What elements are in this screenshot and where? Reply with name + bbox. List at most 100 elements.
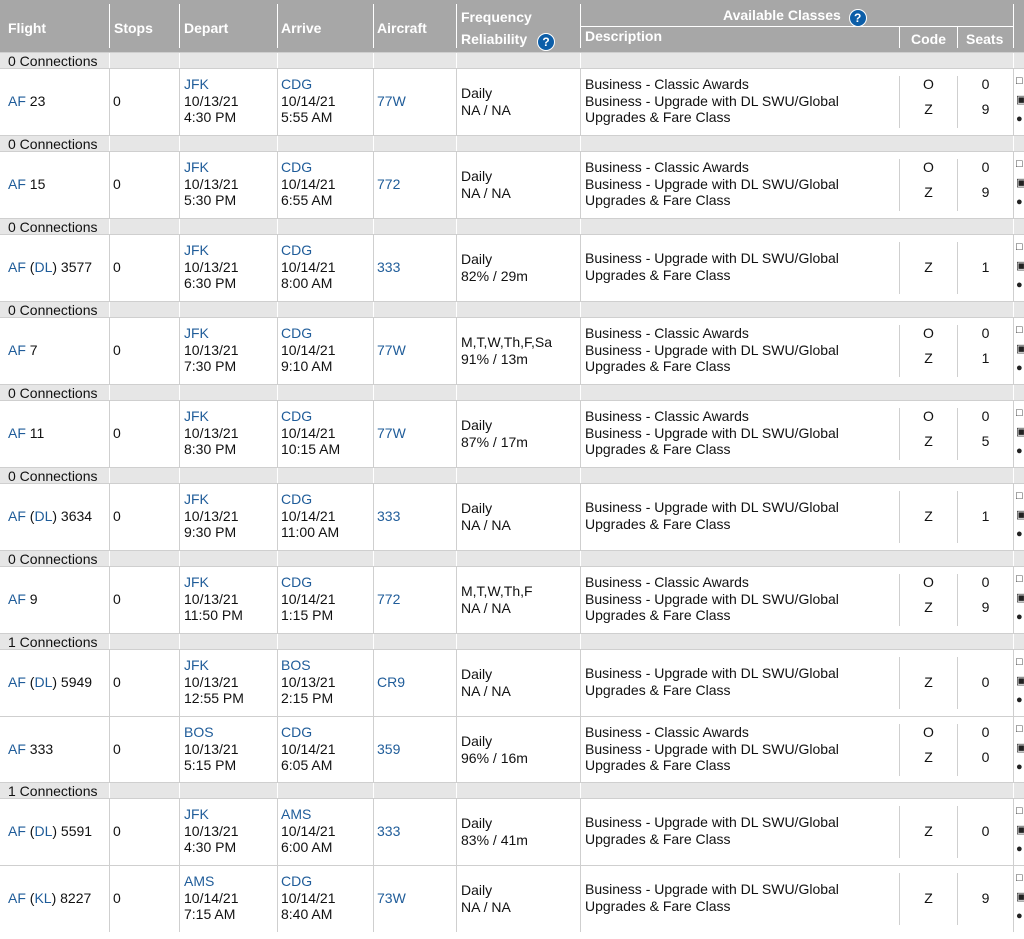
arrive-airport-link[interactable]: CDG <box>281 873 313 889</box>
flight-row[interactable]: AF 333 0 BOS 10/13/21 5:15 PM CDG 10/14/21 6:05… <box>0 716 1024 783</box>
arrive-airport-link[interactable]: CDG <box>281 325 313 341</box>
seatmap-icon[interactable]: ● <box>1016 196 1023 208</box>
depart-airport-link[interactable]: JFK <box>184 242 209 258</box>
arrive-airport-link[interactable]: AMS <box>281 806 312 822</box>
reliability-help-icon[interactable]: ? <box>537 33 556 51</box>
calendar-icon[interactable]: □ <box>1016 723 1023 735</box>
airline-link[interactable]: AF <box>8 176 26 192</box>
class-code: Z <box>924 259 933 275</box>
depart-airport-link[interactable]: JFK <box>184 657 209 673</box>
airline-link[interactable]: AF <box>8 591 26 607</box>
airline-link[interactable]: AF <box>8 342 26 358</box>
seatmap-icon[interactable]: ● <box>1016 279 1023 291</box>
airline-link[interactable]: AF <box>8 93 26 109</box>
available-classes-help-icon[interactable]: ? <box>848 9 867 27</box>
arrive-airport-link[interactable]: CDG <box>281 159 313 175</box>
operator-link[interactable]: DL <box>34 259 53 275</box>
class-description: Business - Upgrade with DL SWU/Global Upg… <box>585 250 839 283</box>
depart-airport-link[interactable]: JFK <box>184 408 209 424</box>
seatmap-icon[interactable]: ● <box>1016 445 1023 457</box>
arrive-airport-link[interactable]: CDG <box>281 491 313 507</box>
details-icon[interactable]: ▣ <box>1016 260 1024 272</box>
airline-link[interactable]: AF <box>8 259 26 275</box>
operator-link[interactable]: KL <box>34 890 52 906</box>
details-icon[interactable]: ▣ <box>1016 675 1024 687</box>
flight-row[interactable]: AF 23 0 JFK 10/13/21 4:30 PM CDG 10/14/21 5:55 … <box>0 69 1024 135</box>
airline-link[interactable]: AF <box>8 823 26 839</box>
airline-link[interactable]: AF <box>8 890 26 906</box>
stops-value: 0 <box>113 591 121 607</box>
depart-airport-link[interactable]: JFK <box>184 574 209 590</box>
calendar-icon[interactable]: □ <box>1016 75 1023 87</box>
seatmap-icon[interactable]: ● <box>1016 528 1023 540</box>
depart-airport-link[interactable]: AMS <box>184 873 215 889</box>
flight-row[interactable]: AF (DL) 5591 0 JFK 10/13/21 4:30 PM AMS 10/14/… <box>0 799 1024 865</box>
seatmap-icon[interactable]: ● <box>1016 611 1023 623</box>
calendar-icon[interactable]: □ <box>1016 324 1023 336</box>
details-icon[interactable]: ▣ <box>1016 592 1024 604</box>
airline-link[interactable]: AF <box>8 508 26 524</box>
calendar-icon[interactable]: □ <box>1016 573 1023 585</box>
depart-cell: JFK 10/13/21 11:50 PM <box>184 574 243 624</box>
flight-row[interactable]: AF (DL) 3634 0 JFK 10/13/21 9:30 PM CDG 10/14/… <box>0 484 1024 550</box>
depart-airport-link[interactable]: JFK <box>184 159 209 175</box>
operator-link[interactable]: DL <box>34 674 53 690</box>
aircraft-link[interactable]: 73W <box>377 890 406 906</box>
details-icon[interactable]: ▣ <box>1016 343 1024 355</box>
seatmap-icon[interactable]: ● <box>1016 694 1023 706</box>
flight-row[interactable]: AF 7 0 JFK 10/13/21 7:30 PM CDG 10/14/21 9:10 A… <box>0 318 1024 384</box>
seatmap-icon[interactable]: ● <box>1016 761 1023 773</box>
seatmap-icon[interactable]: ● <box>1016 113 1023 125</box>
aircraft-link[interactable]: 77W <box>377 93 406 109</box>
details-icon[interactable]: ▣ <box>1016 509 1024 521</box>
flight-row[interactable]: AF 9 0 JFK 10/13/21 11:50 PM CDG 10/14/21 1:15 … <box>0 567 1024 633</box>
seatmap-icon[interactable]: ● <box>1016 843 1023 855</box>
aircraft-link[interactable]: 359 <box>377 741 401 757</box>
calendar-icon[interactable]: □ <box>1016 158 1023 170</box>
arrive-airport-link[interactable]: CDG <box>281 724 313 740</box>
operator-link[interactable]: DL <box>34 508 53 524</box>
arrive-airport-link[interactable]: CDG <box>281 76 313 92</box>
flight-row[interactable]: AF (DL) 5949 0 JFK 10/13/21 12:55 PM BOS 10/13… <box>0 650 1024 716</box>
details-icon[interactable]: ▣ <box>1016 94 1024 106</box>
flight-row[interactable]: AF 15 0 JFK 10/13/21 5:30 PM CDG 10/14/21 6:55 … <box>0 152 1024 218</box>
arrive-airport-link[interactable]: CDG <box>281 408 313 424</box>
flight-row[interactable]: AF (DL) 3577 0 JFK 10/13/21 6:30 PM CDG 10/14/… <box>0 235 1024 301</box>
seatmap-icon[interactable]: ● <box>1016 362 1023 374</box>
flight-row[interactable]: AF 11 0 JFK 10/13/21 8:30 PM CDG 10/14/21 10:15… <box>0 401 1024 467</box>
calendar-icon[interactable]: □ <box>1016 872 1023 884</box>
arrive-airport-link[interactable]: CDG <box>281 574 313 590</box>
depart-airport-link[interactable]: JFK <box>184 76 209 92</box>
seatmap-icon[interactable]: ● <box>1016 910 1023 922</box>
calendar-icon[interactable]: □ <box>1016 656 1023 668</box>
aircraft-link[interactable]: 772 <box>377 591 401 607</box>
calendar-icon[interactable]: □ <box>1016 490 1023 502</box>
aircraft-link[interactable]: 77W <box>377 425 406 441</box>
flight-row[interactable]: AF (KL) 8227 0 AMS 10/14/21 7:15 AM CDG 10/14/… <box>0 865 1024 932</box>
details-icon[interactable]: ▣ <box>1016 426 1024 438</box>
airline-link[interactable]: AF <box>8 674 26 690</box>
calendar-icon[interactable]: □ <box>1016 241 1023 253</box>
operator-link[interactable]: DL <box>34 823 53 839</box>
calendar-icon[interactable]: □ <box>1016 407 1023 419</box>
details-icon[interactable]: ▣ <box>1016 891 1024 903</box>
depart-airport-link[interactable]: JFK <box>184 806 209 822</box>
depart-airport-link[interactable]: BOS <box>184 724 214 740</box>
class-code: Z <box>924 599 933 615</box>
details-icon[interactable]: ▣ <box>1016 824 1024 836</box>
arrive-airport-link[interactable]: BOS <box>281 657 311 673</box>
aircraft-link[interactable]: 772 <box>377 176 401 192</box>
details-icon[interactable]: ▣ <box>1016 742 1024 754</box>
aircraft-link[interactable]: CR9 <box>377 674 406 690</box>
depart-airport-link[interactable]: JFK <box>184 491 209 507</box>
aircraft-link[interactable]: 333 <box>377 508 401 524</box>
details-icon[interactable]: ▣ <box>1016 177 1024 189</box>
calendar-icon[interactable]: □ <box>1016 805 1023 817</box>
airline-link[interactable]: AF <box>8 425 26 441</box>
aircraft-link[interactable]: 333 <box>377 823 401 839</box>
depart-airport-link[interactable]: JFK <box>184 325 209 341</box>
aircraft-link[interactable]: 77W <box>377 342 406 358</box>
arrive-airport-link[interactable]: CDG <box>281 242 313 258</box>
airline-link[interactable]: AF <box>8 741 26 757</box>
aircraft-link[interactable]: 333 <box>377 259 401 275</box>
